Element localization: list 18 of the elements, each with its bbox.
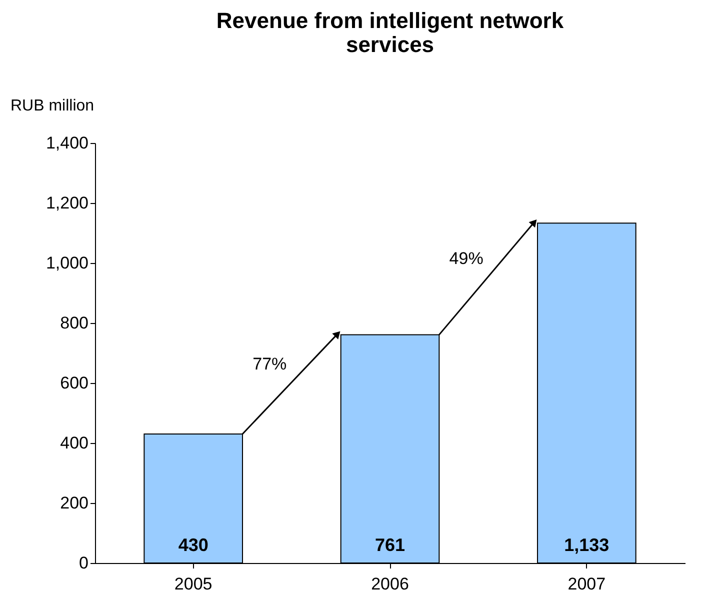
annotation: 77% — [252, 354, 287, 374]
y-tick-label: 600 — [60, 374, 88, 392]
data-label: 1,133 — [564, 535, 610, 555]
y-tick-label: 800 — [60, 314, 88, 332]
y-axis-title: RUB million — [10, 98, 94, 114]
data-label: 761 — [374, 535, 406, 555]
y-tick-label: 200 — [60, 494, 88, 512]
x-tick-label: 2005 — [174, 574, 212, 594]
y-tick-label: 400 — [60, 434, 88, 452]
chart-title: Revenue from intelligent network services — [216, 8, 564, 57]
annotation: 49% — [449, 248, 484, 268]
x-tick-label: 2007 — [568, 574, 606, 594]
y-tick-label: 1,400 — [46, 134, 88, 152]
y-tick-label: 1,200 — [46, 194, 88, 212]
y-tick-label: 0 — [79, 554, 88, 572]
data-label: 430 — [178, 535, 208, 555]
x-tick-label: 2006 — [371, 574, 409, 594]
y-tick-label: 1,000 — [46, 254, 88, 272]
